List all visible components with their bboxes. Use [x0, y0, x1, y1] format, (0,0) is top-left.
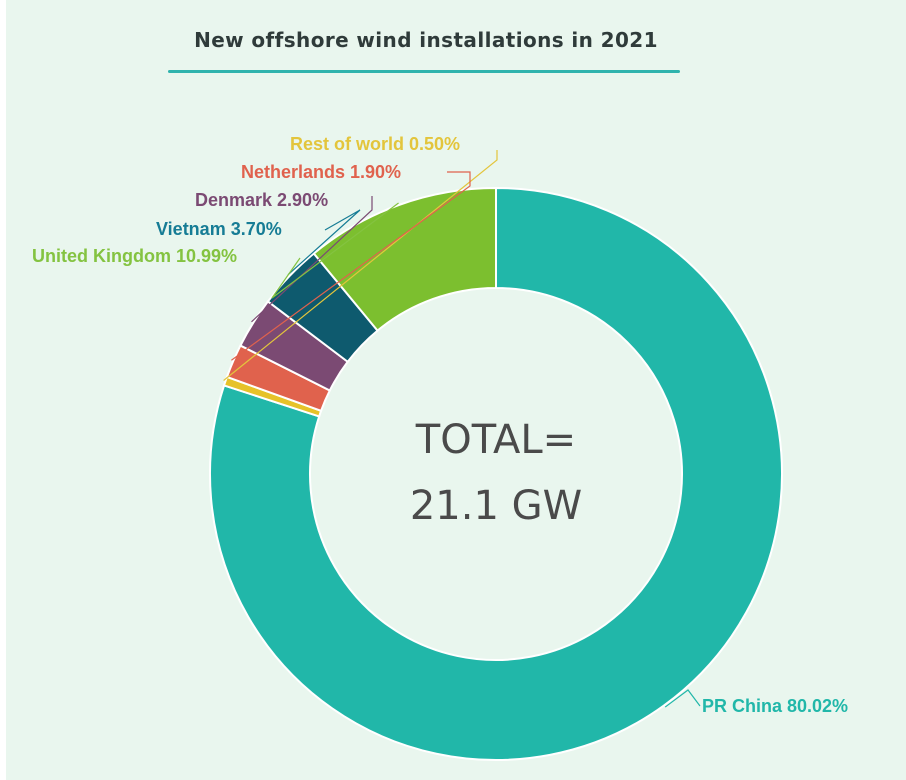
slice-united-kingdom — [312, 186, 497, 333]
label-pr-china: PR China 80.02% — [702, 696, 848, 716]
title-underline — [168, 70, 680, 73]
slice-labels: PR China 80.02% Rest of world 0.50% Nether… — [32, 134, 848, 716]
leader-pr-china — [664, 689, 701, 708]
label-rest-of-world: Rest of world 0.50% — [290, 134, 460, 154]
slice-pr-china — [209, 186, 783, 761]
center-total-label: TOTAL= — [415, 417, 576, 463]
center-total-value: 21.1 GW — [410, 483, 582, 529]
label-vietnam: Vietnam 3.70% — [156, 219, 282, 239]
donut-slices — [209, 186, 783, 761]
leader-netherlands — [231, 171, 471, 361]
label-netherlands: Netherlands 1.90% — [241, 162, 401, 182]
leader-denmark — [251, 196, 373, 323]
label-united-kingdom: United Kingdom 10.99% — [32, 246, 237, 266]
leader-vietnam — [287, 209, 361, 276]
label-leader-lines — [223, 150, 701, 708]
label-denmark: Denmark 2.90% — [195, 190, 328, 210]
leader-rest-of-world — [223, 150, 498, 381]
leader-united-kingdom — [271, 202, 399, 299]
chart-title: New offshore wind installations in 2021 — [194, 28, 658, 52]
